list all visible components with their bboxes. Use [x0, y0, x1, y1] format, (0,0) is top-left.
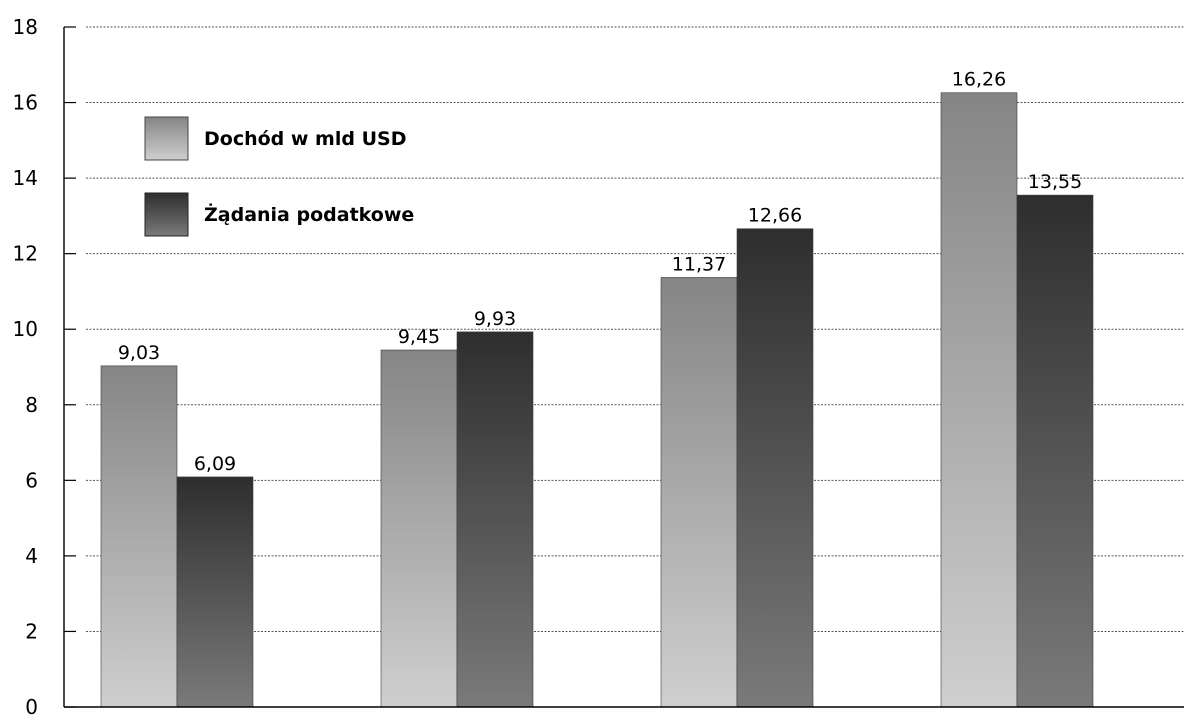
legend-swatch-income	[144, 116, 189, 161]
value-label-tax-claims: 9,93	[474, 308, 516, 330]
y-tick-label: 10	[13, 317, 38, 341]
y-tick-label: 2	[25, 619, 38, 643]
bar-tax-claims	[176, 476, 254, 708]
value-label-income: 9,45	[398, 326, 440, 348]
value-label-tax-claims: 6,09	[194, 453, 236, 475]
bar-income	[660, 277, 738, 708]
y-tick-label: 4	[25, 544, 38, 568]
legend-label-income: Dochód w mld USD	[204, 128, 406, 150]
value-label-income: 9,03	[118, 342, 160, 364]
bar-tax-claims	[456, 331, 534, 708]
bar-income	[100, 365, 178, 708]
value-label-income: 11,37	[672, 253, 726, 275]
bar-income	[380, 349, 458, 708]
value-label-tax-claims: 13,55	[1028, 171, 1082, 193]
legend-label-tax-claims: Żądania podatkowe	[204, 202, 414, 226]
bar-tax-claims	[1016, 194, 1094, 708]
y-tick-label: 12	[13, 242, 38, 266]
legend: Dochód w mld USD Żądania podatkowe	[144, 116, 414, 237]
y-tick-label: 16	[13, 91, 38, 115]
value-labels: 9,03 6,09 9,45 9,93 11,37 12,66 16,26 13,55	[118, 69, 1082, 475]
y-tick-label: 8	[25, 393, 38, 417]
y-tick-label: 6	[25, 468, 38, 492]
bars	[100, 92, 1094, 708]
y-tick-label: 18	[13, 15, 38, 39]
axes: 0 2 4 6 8 10 12 14 16 18	[13, 15, 1184, 716]
value-label-tax-claims: 12,66	[748, 205, 802, 227]
value-label-income: 16,26	[952, 69, 1006, 91]
bar-tax-claims	[736, 228, 814, 708]
legend-swatch-tax-claims	[144, 192, 189, 237]
y-tick-label: 14	[13, 166, 38, 190]
bar-income	[940, 92, 1018, 708]
y-tick-label: 0	[25, 695, 38, 716]
